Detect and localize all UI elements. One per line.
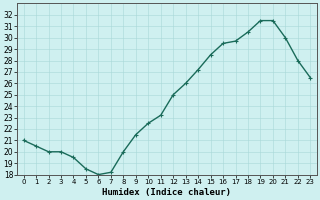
X-axis label: Humidex (Indice chaleur): Humidex (Indice chaleur) xyxy=(102,188,231,197)
